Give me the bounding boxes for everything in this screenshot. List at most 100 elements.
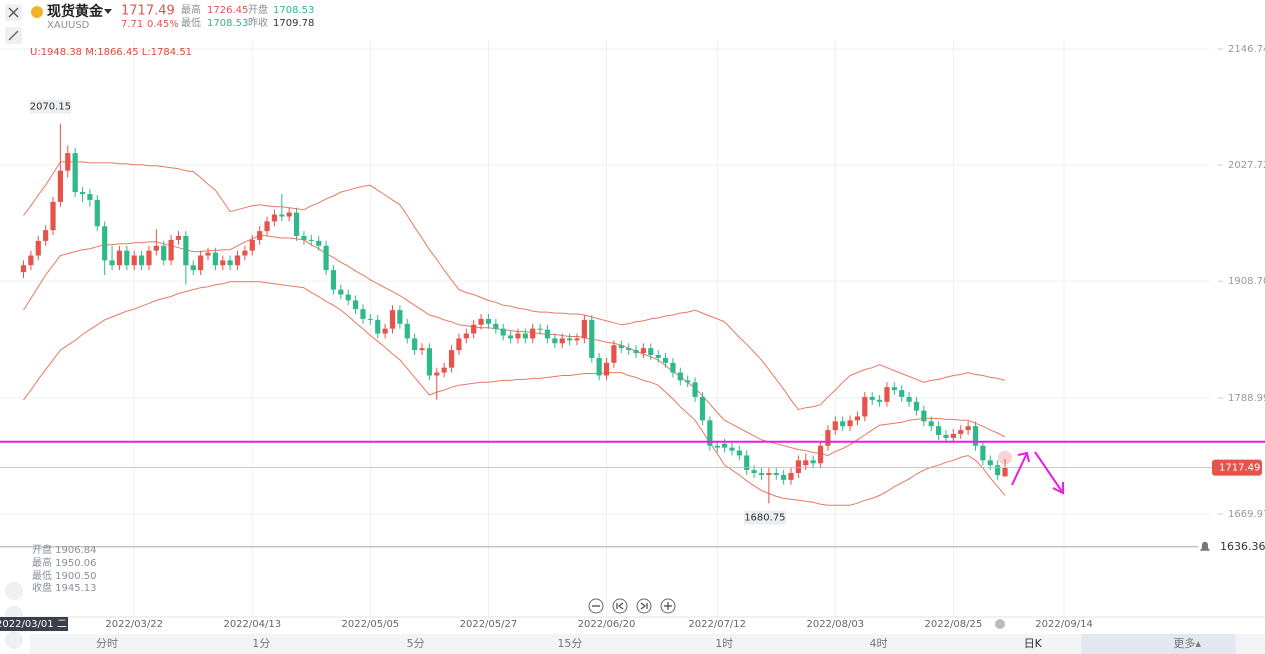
x-tick-label: 2022/06/20 xyxy=(578,619,636,630)
candle-body xyxy=(50,201,56,231)
candle-body xyxy=(220,260,226,266)
candle-body xyxy=(168,239,174,261)
tab[interactable]: 更多▴ xyxy=(1173,636,1201,650)
dropdown[interactable] xyxy=(104,9,112,14)
instrument-name: 现货黄金 xyxy=(47,3,104,20)
candle-body xyxy=(581,319,587,339)
stat-label: 最高 xyxy=(181,3,201,16)
price-glow xyxy=(998,450,1013,465)
candle-body xyxy=(781,474,787,480)
band-upper xyxy=(23,161,1006,411)
candle-body xyxy=(79,192,86,195)
x-tick-label: 2022/07/12 xyxy=(688,619,746,630)
candle-body xyxy=(825,430,831,446)
extreme-label: 2070.15 xyxy=(30,102,71,113)
band-lower xyxy=(23,281,1006,506)
candle-body xyxy=(264,221,270,232)
candle-body xyxy=(899,390,905,397)
candle-body xyxy=(648,348,654,355)
x-tick-label: 2022/03/22 xyxy=(105,619,163,630)
candle-body xyxy=(57,170,63,202)
candle-body xyxy=(544,329,551,339)
candle-body xyxy=(257,231,263,240)
plot: 1669.97 1788.99 1908.70 2027.72 2146.74 2022/… xyxy=(0,40,1265,630)
stat-value: 1709.78 xyxy=(273,18,314,29)
tab-selected-bg[interactable] xyxy=(1081,634,1236,654)
change-pct: 0.45% xyxy=(147,19,179,30)
candle-body xyxy=(124,250,130,266)
candle-body xyxy=(906,396,912,402)
tab[interactable]: 分时 xyxy=(96,637,118,650)
tab[interactable]: 4时 xyxy=(870,637,888,650)
candle-body xyxy=(670,362,676,373)
candle-body xyxy=(301,236,307,240)
candle-body xyxy=(692,382,698,397)
candle-body xyxy=(190,265,196,271)
band-info: U:1948.38 M:1866.45 L:1784.51 xyxy=(30,47,192,58)
x-tick-label: 2022/04/13 xyxy=(223,619,281,630)
candle-body xyxy=(412,338,418,351)
candle-body xyxy=(1002,467,1008,477)
candle-body xyxy=(596,357,602,376)
y-tick-label: 2027.72 xyxy=(1228,160,1265,171)
candle-body xyxy=(183,236,189,266)
scroll-dot[interactable] xyxy=(995,619,1005,629)
x-tick-label: 2022/08/25 xyxy=(925,619,983,630)
candle-body xyxy=(876,399,883,402)
candle-body xyxy=(293,212,300,237)
candle-body xyxy=(249,239,255,251)
candle-body xyxy=(471,324,477,334)
arrow-up xyxy=(1011,452,1028,486)
candle-body xyxy=(389,310,396,329)
tool-button[interactable] xyxy=(5,582,23,600)
candle-body xyxy=(419,348,425,351)
candle-body xyxy=(102,226,108,261)
candle-body xyxy=(323,245,329,271)
candle-body xyxy=(788,473,794,480)
stat-label: 最低 xyxy=(181,16,201,29)
candle-body xyxy=(360,309,366,319)
scroll-right[interactable] xyxy=(636,598,652,614)
candle-body xyxy=(382,328,388,334)
tab[interactable]: 15分 xyxy=(557,637,582,650)
zoom-icons xyxy=(592,602,672,610)
candle-body xyxy=(175,236,182,240)
candle-body xyxy=(345,294,351,301)
trend-arrows xyxy=(1011,451,1064,495)
ohlc-info: 收盘 1945.13 xyxy=(32,581,97,594)
cursor-date: 2022/03/01 二 xyxy=(0,619,67,630)
alert-label: 1636.36 xyxy=(1220,540,1265,553)
candle-body xyxy=(832,421,838,431)
candle-body xyxy=(146,250,152,266)
candle-body xyxy=(980,445,986,461)
candle-body xyxy=(559,338,565,344)
candle-body xyxy=(603,362,610,376)
candle-body xyxy=(375,319,381,334)
candle-body xyxy=(109,260,115,266)
candle-body xyxy=(751,470,757,474)
candle-body xyxy=(338,289,344,295)
candle-body xyxy=(397,310,403,324)
candle-body xyxy=(271,214,278,222)
tab[interactable]: 5分 xyxy=(407,637,425,650)
tool-button[interactable] xyxy=(5,631,23,649)
tab[interactable]: 日K xyxy=(1024,637,1043,650)
candle-body xyxy=(522,333,528,339)
tab[interactable]: 1时 xyxy=(715,637,733,650)
candle-body xyxy=(20,265,27,273)
candle-body xyxy=(943,434,949,438)
candle-body xyxy=(626,348,632,351)
candle-body xyxy=(485,318,492,324)
alert-bell xyxy=(1200,541,1210,551)
candle-body xyxy=(153,245,159,251)
candle-body xyxy=(884,387,890,402)
candle-body xyxy=(589,319,595,358)
tab[interactable]: 1分 xyxy=(252,637,270,650)
candle-body xyxy=(795,460,801,474)
candle-body xyxy=(279,214,285,217)
cursor-date-bg xyxy=(0,617,68,631)
candle-body xyxy=(116,250,123,266)
scroll-left[interactable] xyxy=(612,598,628,614)
candle-body xyxy=(640,348,647,354)
candle-body xyxy=(707,420,713,446)
